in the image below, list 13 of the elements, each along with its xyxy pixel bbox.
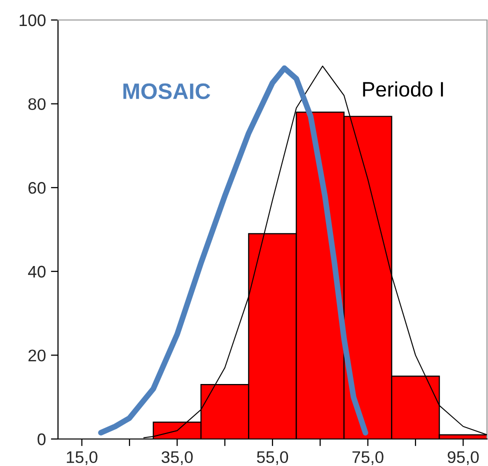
y-tick-label: 0	[38, 433, 46, 446]
x-tick-label: 35,0	[162, 451, 193, 466]
y-tick-label: 60	[28, 182, 46, 194]
x-tick-label: 95,0	[448, 451, 479, 466]
y-tick-label: 80	[28, 98, 46, 110]
y-tick-label: 20	[28, 350, 46, 362]
x-tick-label: 55,0	[256, 451, 288, 466]
y-tick-label: 40	[28, 266, 46, 278]
x-tick-label: 15,0	[66, 451, 98, 466]
series-label: Periodo I	[363, 81, 443, 97]
y-tick-label: 100	[20, 14, 46, 26]
x-tick-label: 75,0	[352, 451, 384, 466]
text: MOSAIC	[123, 83, 210, 100]
